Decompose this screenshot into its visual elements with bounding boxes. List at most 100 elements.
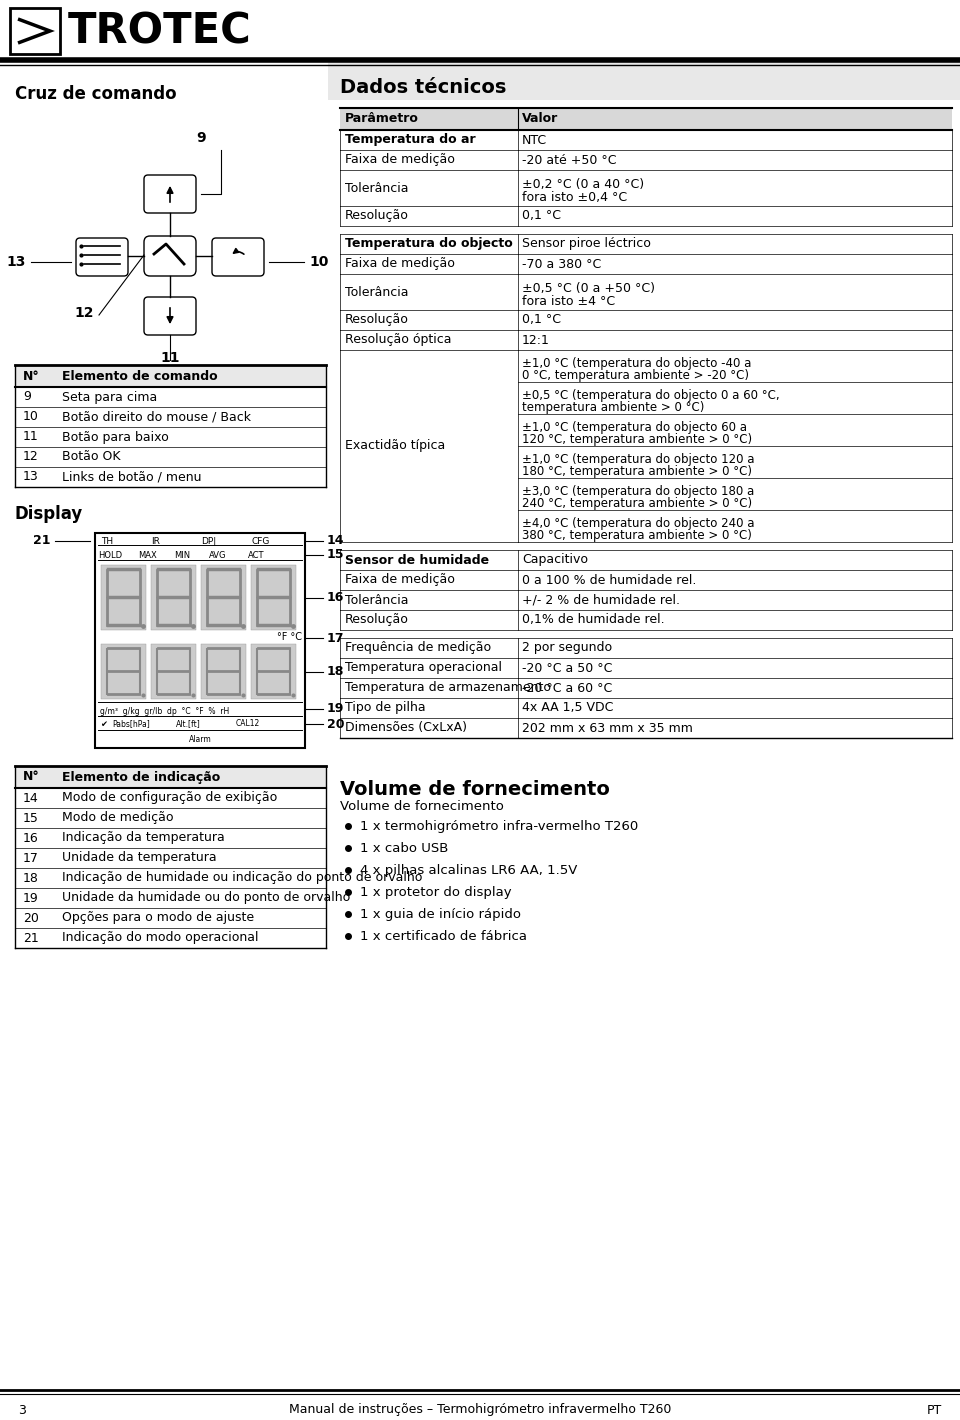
- Text: 21: 21: [33, 534, 50, 548]
- Text: Opções para o modo de ajuste: Opções para o modo de ajuste: [62, 912, 254, 924]
- Text: Faixa de medição: Faixa de medição: [345, 574, 455, 586]
- Text: Elemento de comando: Elemento de comando: [62, 369, 218, 382]
- Text: fora isto ±0,4 °C: fora isto ±0,4 °C: [522, 192, 627, 204]
- Text: temperatura ambiente > 0 °C): temperatura ambiente > 0 °C): [522, 400, 705, 415]
- Text: 1 x termohigrómetro infra-vermelho T260: 1 x termohigrómetro infra-vermelho T260: [360, 819, 638, 834]
- Text: TROTEC: TROTEC: [68, 10, 252, 53]
- FancyBboxPatch shape: [101, 645, 146, 699]
- Text: Temperatura de armazenamento: Temperatura de armazenamento: [345, 682, 551, 694]
- Text: NTC: NTC: [522, 133, 547, 146]
- Text: ±0,5 °C (temperatura do objecto 0 a 60 °C,: ±0,5 °C (temperatura do objecto 0 a 60 °…: [522, 389, 780, 402]
- Bar: [15, 365, 326, 388]
- Bar: [518, 382, 952, 415]
- Bar: [340, 657, 952, 677]
- Text: 0 a 100 % de humidade rel.: 0 a 100 % de humidade rel.: [522, 574, 696, 586]
- Text: 19: 19: [327, 703, 345, 716]
- Text: Botão direito do mouse / Back: Botão direito do mouse / Back: [62, 410, 251, 423]
- FancyBboxPatch shape: [101, 565, 146, 630]
- Text: 180 °C, temperatura ambiente > 0 °C): 180 °C, temperatura ambiente > 0 °C): [522, 464, 752, 479]
- Text: Tolerância: Tolerância: [345, 285, 409, 298]
- Text: 380 °C, temperatura ambiente > 0 °C): 380 °C, temperatura ambiente > 0 °C): [522, 530, 752, 542]
- Text: Parâmetro: Parâmetro: [345, 112, 419, 125]
- Text: 11: 11: [23, 430, 38, 443]
- Bar: [340, 170, 952, 206]
- Text: Dados técnicos: Dados técnicos: [340, 78, 506, 97]
- Text: Resolução: Resolução: [345, 314, 409, 327]
- Text: ±1,0 °C (temperatura do objecto 60 a: ±1,0 °C (temperatura do objecto 60 a: [522, 420, 747, 435]
- Text: N°: N°: [23, 771, 39, 784]
- Text: Capacitivo: Capacitivo: [522, 554, 588, 567]
- Text: CAL12: CAL12: [236, 720, 260, 728]
- Text: 13: 13: [7, 256, 26, 268]
- Text: MAX: MAX: [138, 551, 156, 559]
- Bar: [518, 446, 952, 479]
- Text: +/- 2 % de humidade rel.: +/- 2 % de humidade rel.: [522, 594, 680, 606]
- Text: Resolução óptica: Resolução óptica: [345, 334, 451, 346]
- Text: Temperatura operacional: Temperatura operacional: [345, 662, 502, 674]
- Bar: [340, 677, 952, 699]
- FancyBboxPatch shape: [251, 645, 296, 699]
- Text: g/m³  g/kg  gr/lb  dp  °C  °F  %  rH: g/m³ g/kg gr/lb dp °C °F % rH: [100, 707, 229, 716]
- Text: IR: IR: [151, 537, 160, 545]
- Bar: [340, 611, 952, 630]
- Bar: [340, 108, 952, 131]
- Text: 13: 13: [23, 470, 38, 483]
- Text: -20 °C a 60 °C: -20 °C a 60 °C: [522, 682, 612, 694]
- Text: -20 °C a 50 °C: -20 °C a 50 °C: [522, 662, 612, 674]
- Text: MIN: MIN: [174, 551, 190, 559]
- Text: 10: 10: [23, 410, 38, 423]
- Text: PT: PT: [926, 1403, 942, 1417]
- Bar: [340, 234, 952, 254]
- Text: HOLD: HOLD: [98, 551, 122, 559]
- Bar: [340, 329, 952, 349]
- Text: ACT: ACT: [248, 551, 265, 559]
- Text: Pabs[hPa]: Pabs[hPa]: [112, 720, 150, 728]
- Text: 12: 12: [23, 450, 38, 463]
- Text: Modo de medição: Modo de medição: [62, 811, 174, 825]
- Bar: [328, 62, 960, 99]
- Text: 1 x cabo USB: 1 x cabo USB: [360, 842, 448, 855]
- Text: 0,1 °C: 0,1 °C: [522, 314, 561, 327]
- Text: -70 a 380 °C: -70 a 380 °C: [522, 257, 601, 270]
- FancyBboxPatch shape: [144, 175, 196, 213]
- Bar: [340, 310, 952, 329]
- Text: 16: 16: [327, 591, 345, 604]
- Text: 1 x guia de início rápido: 1 x guia de início rápido: [360, 907, 521, 922]
- Bar: [95, 532, 305, 748]
- Bar: [340, 206, 952, 226]
- Text: 1 x certificado de fábrica: 1 x certificado de fábrica: [360, 930, 527, 943]
- FancyBboxPatch shape: [151, 645, 196, 699]
- Text: 1 x protetor do display: 1 x protetor do display: [360, 886, 512, 899]
- Bar: [340, 589, 952, 611]
- Text: 20: 20: [327, 717, 345, 730]
- Text: Valor: Valor: [522, 112, 559, 125]
- Bar: [340, 638, 952, 657]
- Bar: [340, 569, 952, 589]
- Text: Display: Display: [15, 506, 84, 523]
- Text: -20 até +50 °C: -20 até +50 °C: [522, 153, 616, 166]
- Text: Tolerância: Tolerância: [345, 594, 409, 606]
- Bar: [518, 415, 952, 446]
- Text: 10: 10: [309, 256, 328, 268]
- Text: ±1,0 °C (temperatura do objecto -40 a: ±1,0 °C (temperatura do objecto -40 a: [522, 356, 752, 371]
- Bar: [340, 719, 952, 738]
- Text: 15: 15: [327, 548, 345, 561]
- Text: 9: 9: [196, 131, 205, 145]
- Text: 12:1: 12:1: [522, 334, 550, 346]
- Text: Manual de instruções – Termohigrómetro infravermelho T260: Manual de instruções – Termohigrómetro i…: [289, 1403, 671, 1417]
- FancyBboxPatch shape: [201, 565, 246, 630]
- Text: 19: 19: [23, 892, 38, 905]
- Text: Temperatura do objecto: Temperatura do objecto: [345, 237, 513, 250]
- Text: 12: 12: [75, 305, 94, 320]
- Text: AVG: AVG: [209, 551, 227, 559]
- Text: Tolerância: Tolerância: [345, 182, 409, 195]
- Text: 202 mm x 63 mm x 35 mm: 202 mm x 63 mm x 35 mm: [522, 721, 693, 734]
- Text: 17: 17: [23, 852, 38, 865]
- Text: 18: 18: [23, 872, 38, 885]
- Text: Indicação da temperatura: Indicação da temperatura: [62, 832, 225, 845]
- Text: ±0,2 °C (0 a 40 °C): ±0,2 °C (0 a 40 °C): [522, 178, 644, 192]
- Text: Faixa de medição: Faixa de medição: [345, 257, 455, 270]
- Text: Modo de configuração de exibição: Modo de configuração de exibição: [62, 791, 277, 805]
- Text: 2 por segundo: 2 por segundo: [522, 642, 612, 655]
- Text: TH: TH: [101, 537, 113, 545]
